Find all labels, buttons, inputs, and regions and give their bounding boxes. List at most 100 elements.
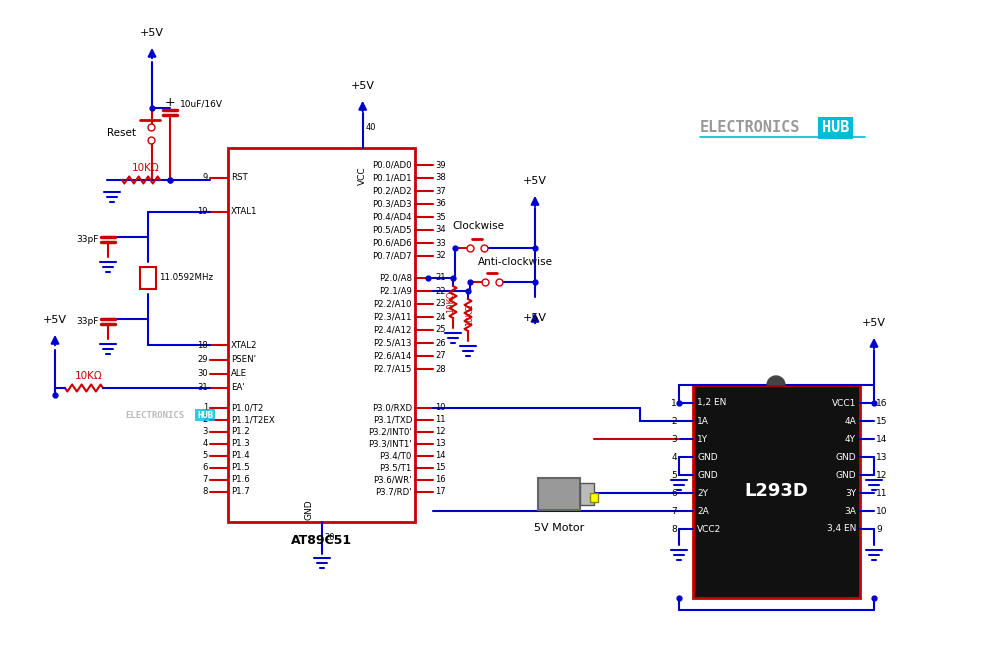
Text: 36: 36	[435, 200, 446, 208]
Text: HUB: HUB	[197, 411, 213, 420]
Text: 5: 5	[671, 470, 677, 480]
Text: 27: 27	[435, 351, 446, 361]
Text: P3.6/WR': P3.6/WR'	[373, 476, 412, 484]
Text: 5: 5	[203, 451, 208, 461]
Text: 8: 8	[203, 487, 208, 497]
Text: P0.4/AD4: P0.4/AD4	[372, 212, 412, 221]
Text: 2A: 2A	[697, 507, 709, 516]
Text: 3: 3	[671, 434, 677, 443]
Text: 1: 1	[671, 399, 677, 407]
Text: 10uF/16V: 10uF/16V	[180, 99, 223, 108]
Text: P3.1/TXD: P3.1/TXD	[373, 415, 412, 424]
Text: P0.2/AD2: P0.2/AD2	[372, 187, 412, 196]
Bar	[538, 478, 580, 510]
Text: 10: 10	[876, 507, 888, 516]
Text: P3.0/RXD: P3.0/RXD	[372, 403, 412, 413]
Text: P3.5/T1: P3.5/T1	[380, 463, 412, 472]
Text: 11: 11	[435, 415, 446, 424]
Text: 29: 29	[198, 355, 208, 365]
Text: P2.4/A12: P2.4/A12	[374, 325, 412, 334]
Text: 3,4 EN: 3,4 EN	[827, 524, 856, 533]
Text: 26: 26	[435, 338, 446, 348]
Text: VCC2: VCC2	[697, 524, 721, 533]
Text: +5V: +5V	[351, 81, 375, 91]
Text: 34: 34	[435, 225, 446, 235]
Text: 13: 13	[435, 440, 446, 449]
Text: 2: 2	[203, 415, 208, 424]
Text: 12: 12	[435, 428, 446, 436]
Text: P1.1/T2EX: P1.1/T2EX	[231, 415, 275, 424]
Text: 20: 20	[324, 533, 335, 543]
Bar	[693, 385, 860, 598]
Text: 10KΩ: 10KΩ	[446, 291, 456, 313]
Text: 37: 37	[435, 187, 446, 196]
Text: 11.0592MHz: 11.0592MHz	[159, 273, 213, 283]
Text: P1.4: P1.4	[231, 451, 250, 461]
Bar	[590, 493, 598, 502]
Text: 14: 14	[876, 434, 887, 443]
Text: GND: GND	[697, 453, 718, 461]
Text: 21: 21	[435, 273, 446, 283]
Text: 1A: 1A	[697, 417, 709, 426]
Text: 28: 28	[435, 365, 446, 373]
Text: 10KΩ: 10KΩ	[132, 163, 160, 173]
Text: PSEN': PSEN'	[231, 355, 256, 365]
Text: EA': EA'	[231, 384, 245, 392]
Text: HUB: HUB	[822, 120, 849, 135]
Text: P2.2/A10: P2.2/A10	[374, 300, 412, 309]
Text: 9: 9	[876, 524, 882, 533]
Bar	[580, 483, 594, 505]
Text: 18: 18	[197, 340, 208, 350]
Text: GND: GND	[697, 470, 718, 480]
Text: 2Y: 2Y	[697, 489, 708, 497]
Text: P2.3/A11: P2.3/A11	[374, 313, 412, 321]
Text: XTAL1: XTAL1	[231, 208, 258, 217]
Wedge shape	[767, 376, 785, 385]
Text: +5V: +5V	[523, 176, 547, 186]
Text: 17: 17	[435, 487, 446, 497]
Text: 31: 31	[197, 384, 208, 392]
Text: 35: 35	[435, 212, 446, 221]
Text: 3A: 3A	[844, 507, 856, 516]
Text: 16: 16	[435, 476, 446, 484]
Text: 16: 16	[876, 399, 888, 407]
Text: P3.7/RD': P3.7/RD'	[375, 487, 412, 497]
Text: 24: 24	[435, 313, 446, 321]
Text: P2.6/A14: P2.6/A14	[374, 351, 412, 361]
Text: GND: GND	[305, 500, 314, 520]
Text: P0.5/AD5: P0.5/AD5	[372, 225, 412, 235]
Text: Clockwise: Clockwise	[452, 221, 504, 231]
Text: ALE: ALE	[231, 369, 247, 378]
Text: GND: GND	[835, 453, 856, 461]
Text: +5V: +5V	[862, 318, 886, 328]
Text: 10KΩ: 10KΩ	[75, 371, 103, 381]
Text: 10: 10	[435, 403, 446, 413]
Text: 7: 7	[203, 476, 208, 484]
Text: 4: 4	[671, 453, 677, 461]
Text: 9: 9	[203, 173, 208, 183]
Text: 7: 7	[671, 507, 677, 516]
Text: 15: 15	[876, 417, 888, 426]
Text: +: +	[165, 95, 176, 108]
Text: 33: 33	[435, 238, 446, 248]
Text: P1.0/T2: P1.0/T2	[231, 403, 263, 413]
Text: P2.1/A9: P2.1/A9	[379, 286, 412, 296]
Text: P0.7/AD7: P0.7/AD7	[372, 252, 412, 260]
Text: 32: 32	[435, 252, 446, 260]
Text: 8: 8	[671, 524, 677, 533]
Text: 38: 38	[435, 173, 446, 183]
Text: 12: 12	[876, 470, 887, 480]
Text: Reset: Reset	[107, 128, 136, 138]
Text: 1: 1	[203, 403, 208, 413]
Text: 1Y: 1Y	[697, 434, 708, 443]
Text: 6: 6	[671, 489, 677, 497]
Text: 30: 30	[197, 369, 208, 378]
Text: 4A: 4A	[844, 417, 856, 426]
Text: ELECTRONICS: ELECTRONICS	[700, 120, 800, 135]
Text: 25: 25	[435, 325, 446, 334]
Text: 23: 23	[435, 300, 446, 309]
Text: P0.1/AD1: P0.1/AD1	[372, 173, 412, 183]
Text: 15: 15	[435, 463, 446, 472]
Bar	[228, 148, 415, 522]
Text: L293D: L293D	[744, 482, 808, 500]
